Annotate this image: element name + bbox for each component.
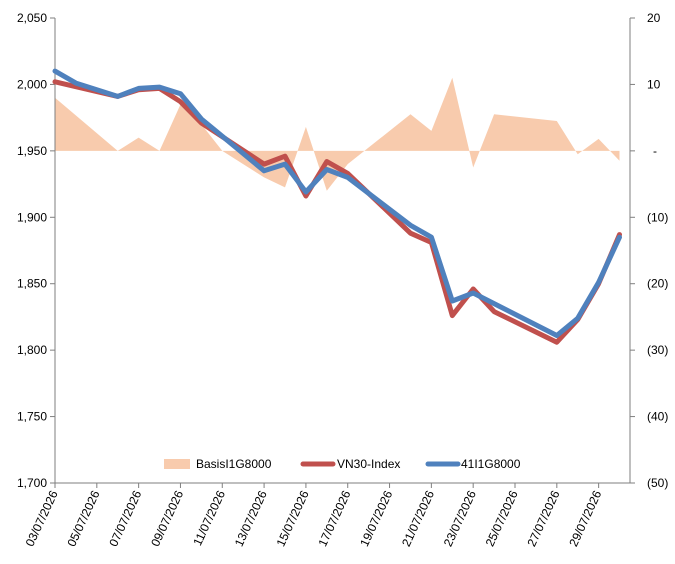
x-tick-label: 09/07/2026 (148, 488, 186, 549)
x-tick-label: 21/07/2026 (399, 488, 437, 549)
right-y-tick-label: (10) (647, 210, 668, 224)
left-y-tick-label: 2,050 (17, 11, 47, 25)
right-y-tick-label: 10 (647, 77, 661, 91)
left-y-tick-label: 1,950 (17, 144, 47, 158)
right-y-tick-label: (30) (647, 343, 668, 357)
left-y-tick-label: 1,750 (17, 410, 47, 424)
left-y-tick-label: 1,900 (17, 210, 47, 224)
legend-swatch-basisi1g8000 (164, 459, 190, 469)
x-tick-label: 11/07/2026 (190, 488, 228, 548)
x-tick-label: 23/07/2026 (441, 488, 479, 549)
legend-label-basisi1g8000: BasisI1G8000 (196, 457, 272, 471)
left-y-tick-label: 2,000 (17, 77, 47, 91)
x-tick-label: 29/07/2026 (566, 488, 604, 549)
left-y-tick-label: 1,850 (17, 277, 47, 291)
x-tick-label: 13/07/2026 (232, 488, 270, 549)
x-tick-label: 25/07/2026 (483, 488, 521, 549)
left-y-tick-label: 1,700 (17, 476, 47, 490)
series-lines-layer (52, 68, 622, 345)
right-y-tick-label: - (653, 144, 657, 158)
right-y-tick-label: (40) (647, 410, 668, 424)
legend-label-vn30-index: VN30-Index (337, 457, 400, 471)
legend-label-41i1g8000: 41I1G8000 (461, 457, 521, 471)
right-y-tick-label: (50) (647, 476, 668, 490)
x-tick-label: 07/07/2026 (106, 488, 144, 549)
x-tick-label: 05/07/2026 (64, 488, 102, 549)
left-y-tick-label: 1,800 (17, 343, 47, 357)
right-y-tick-label: 20 (647, 11, 661, 25)
x-tick-label: 19/07/2026 (357, 488, 395, 549)
x-tick-label: 15/07/2026 (274, 488, 312, 549)
x-tick-label: 03/07/2026 (23, 488, 61, 549)
x-tick-label: 27/07/2026 (524, 488, 562, 549)
legend: BasisI1G8000 VN30-Index 41I1G8000 (164, 457, 521, 471)
x-tick-label: 17/07/2026 (315, 488, 353, 549)
right-y-tick-label: (20) (647, 277, 668, 291)
series-line-41i1g8000 (52, 68, 622, 338)
